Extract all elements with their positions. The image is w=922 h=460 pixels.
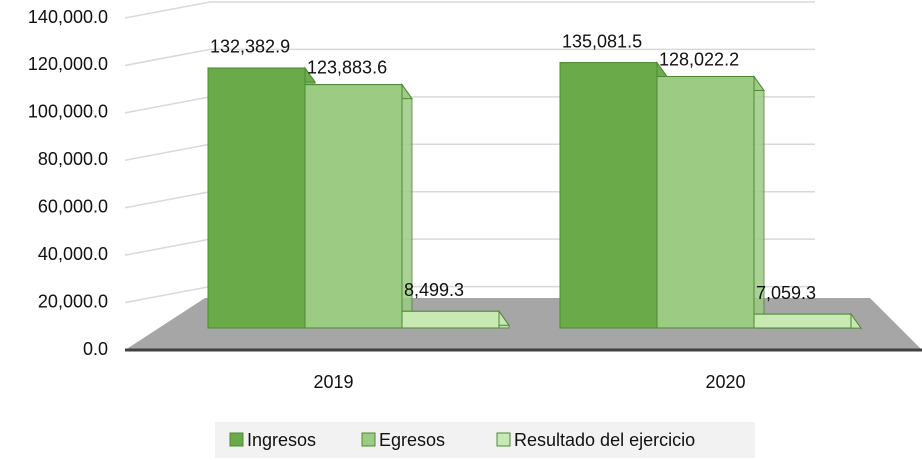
value-label: 123,883.6 [307, 57, 387, 77]
y-tick-label: 20,000.0 [38, 291, 108, 311]
y-tick-label: 0.0 [83, 339, 108, 359]
bar [559, 62, 658, 329]
grid-line [124, 48, 815, 67]
legend-swatch [229, 432, 244, 447]
legend-swatch [496, 432, 511, 447]
y-tick-label: 140,000.0 [28, 7, 108, 27]
value-label: 8,499.3 [404, 280, 464, 300]
legend-swatch [361, 432, 376, 447]
y-tick-label: 80,000.0 [38, 149, 108, 169]
value-label: 132,382.9 [210, 37, 290, 57]
y-tick-label: 60,000.0 [38, 196, 108, 216]
bar [753, 313, 852, 329]
bar [304, 84, 403, 329]
bar [401, 310, 500, 329]
y-tick-label: 40,000.0 [38, 244, 108, 264]
legend-label: Resultado del ejercicio [514, 430, 695, 450]
y-tick-label: 120,000.0 [28, 54, 108, 74]
value-label: 135,081.5 [562, 31, 642, 51]
legend-label: Ingresos [247, 430, 316, 450]
x-tick-label: 2020 [705, 372, 745, 392]
bar [207, 67, 306, 329]
bar [656, 76, 755, 329]
value-label: 128,022.2 [659, 49, 739, 69]
grid-line [124, 1, 815, 19]
y-tick-label: 100,000.0 [28, 102, 108, 122]
legend-label: Egresos [379, 430, 445, 450]
legend-box [215, 422, 755, 458]
value-label: 7,059.3 [756, 283, 816, 303]
x-tick-label: 2019 [313, 372, 353, 392]
